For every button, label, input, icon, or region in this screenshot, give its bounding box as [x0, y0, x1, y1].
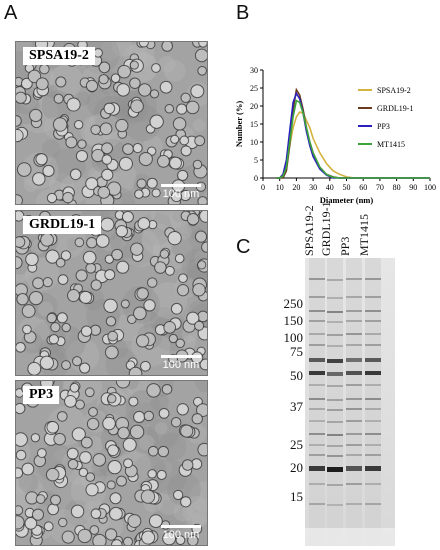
gel-bands [305, 258, 395, 546]
chart-series [276, 87, 430, 179]
series-line-mt1415 [276, 99, 430, 179]
legend-label: SPSA19-2 [377, 86, 411, 95]
scale-bar: 100 nm [161, 355, 201, 371]
gel-marker-150: 150 [283, 313, 304, 328]
x-tick-label: 90 [409, 183, 417, 192]
gel-marker-25: 25 [290, 437, 303, 452]
em-image-pp3: PP3 100 nm [15, 380, 208, 546]
x-tick-label: 50 [343, 183, 351, 192]
em-texture [16, 381, 207, 545]
em-image-label: PP3 [23, 386, 60, 404]
sds-page-gel [305, 258, 395, 546]
em-image-grdl19-1: GRDL19-1 100 nm [15, 210, 208, 376]
panel-letter-b: B [236, 2, 250, 24]
y-tick-label: 30 [250, 66, 258, 75]
x-tick-label: 100 [424, 183, 436, 192]
gel-lane-label: MT1415 [357, 196, 374, 256]
gel-marker-50: 50 [290, 368, 303, 383]
em-texture [16, 211, 207, 375]
em-image-label: GRDL19-1 [23, 216, 102, 234]
scale-bar-label: 100 nm [162, 529, 200, 541]
size-distribution-chart: 0 5 10 15 20 25 30 0 10 20 30 40 50 60 70 80 90 100 Diamet… [234, 66, 436, 205]
scale-bar: 100 nm [161, 184, 201, 200]
y-tick-label: 20 [250, 102, 258, 111]
gel-lane-label-text: GRDL19-1 [319, 201, 333, 256]
gel-lane-label-text: MT1415 [357, 214, 371, 256]
gel-marker-250: 250 [283, 296, 304, 311]
legend-label: MT1415 [377, 140, 405, 149]
chart-legend: SPSA19-2 GRDL19-1 PP3 MT1415 [358, 86, 413, 149]
em-image-label: SPSA19-2 [23, 47, 95, 65]
gel-marker-15: 15 [290, 489, 303, 504]
gel-lane-label-text: PP3 [338, 236, 352, 256]
chart-axes: 0 5 10 15 20 25 30 0 10 20 30 40 50 60 70 80 90 100 Diamet… [234, 66, 436, 205]
gel-marker-75: 75 [290, 344, 303, 359]
panel-letter-c: C [236, 236, 251, 258]
x-tick-label: 40 [326, 183, 334, 192]
gel-lane-label-text: SPSA19-2 [302, 205, 316, 256]
x-tick-label: 30 [309, 183, 317, 192]
scale-bar: 100 nm [161, 525, 201, 541]
y-tick-label: 0 [254, 174, 258, 183]
y-tick-label: 10 [250, 138, 258, 147]
gel-marker-37: 37 [290, 399, 303, 414]
y-tick-label: 5 [254, 156, 258, 165]
series-line-spsa19-2 [276, 111, 430, 179]
legend-label: GRDL19-1 [377, 104, 413, 113]
scale-bar-label: 100 nm [162, 359, 200, 371]
gel-lane-label: PP3 [338, 196, 355, 256]
x-tick-label: 80 [393, 183, 401, 192]
scale-bar-label: 100 nm [162, 188, 200, 200]
x-tick-label: 10 [276, 183, 284, 192]
x-tick-label: 70 [376, 183, 384, 192]
x-tick-label: 20 [292, 183, 300, 192]
panel-letter-a: A [4, 2, 18, 24]
x-axis-label: Diameter (nm) [320, 195, 374, 205]
y-tick-label: 25 [250, 84, 258, 93]
gel-lane-label: SPSA19-2 [302, 196, 319, 256]
gel-lane-label: GRDL19-1 [319, 196, 336, 256]
legend-label: PP3 [377, 122, 390, 131]
x-tick-label: 60 [359, 183, 367, 192]
y-axis-label: Number (%) [234, 101, 244, 148]
x-tick-label: 0 [261, 183, 265, 192]
gel-marker-100: 100 [283, 330, 304, 345]
em-texture [16, 42, 207, 204]
y-tick-label: 15 [250, 120, 258, 129]
em-image-spsa19-2: SPSA19-2 100 nm [15, 41, 208, 205]
gel-marker-20: 20 [290, 460, 303, 475]
